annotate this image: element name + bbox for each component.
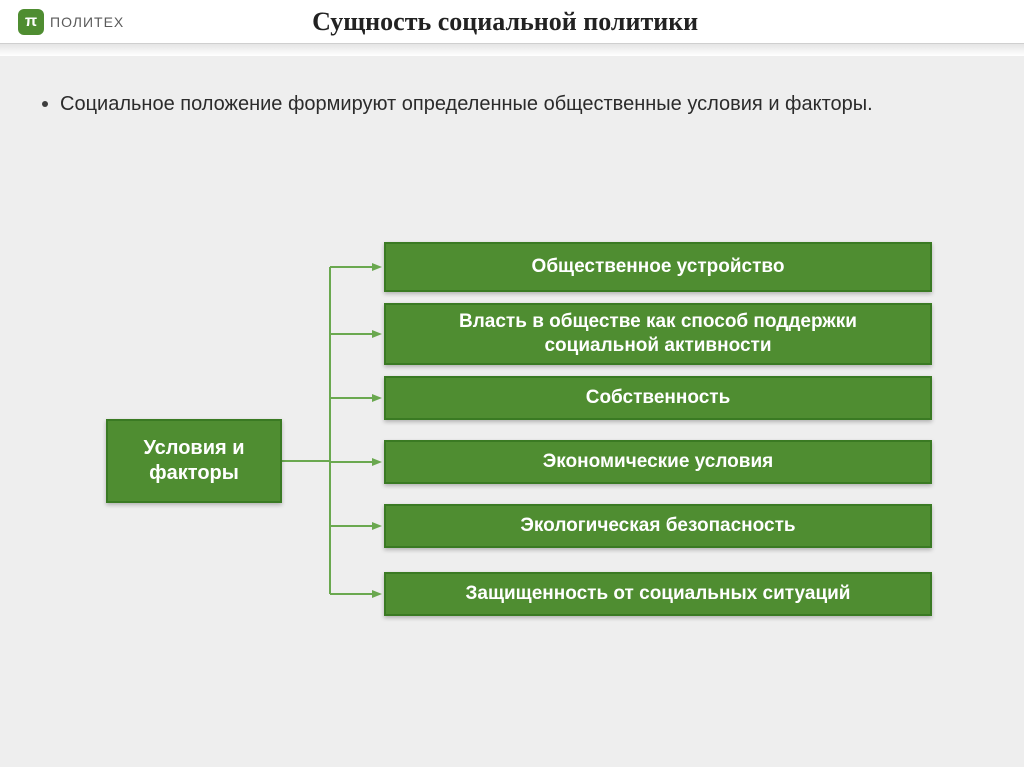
- bullet-text: Социальное положение формируют определен…: [60, 92, 873, 118]
- diagram: Условия и факторы Общественное устройство…: [0, 206, 1024, 726]
- bullet-dot-icon: [42, 101, 48, 107]
- diagram-source-box: Условия и факторы: [106, 419, 282, 503]
- page-title: Сущность социальной политики: [124, 7, 886, 37]
- logo-badge: π: [18, 9, 44, 35]
- logo-text: ПОЛИТЕХ: [50, 14, 124, 30]
- header-shadow: [0, 44, 1024, 56]
- content-area: Социальное положение формируют определен…: [0, 56, 1024, 767]
- diagram-target-box: Собственность: [384, 376, 932, 420]
- logo: π ПОЛИТЕХ: [18, 9, 124, 35]
- diagram-target-box: Экологическая безопасность: [384, 504, 932, 548]
- diagram-target-box: Экономические условия: [384, 440, 932, 484]
- bullet-item: Социальное положение формируют определен…: [42, 92, 982, 118]
- diagram-target-box: Власть в обществе как способ поддержки с…: [384, 303, 932, 365]
- header: π ПОЛИТЕХ Сущность социальной политики: [0, 0, 1024, 44]
- diagram-target-box: Защищенность от социальных ситуаций: [384, 572, 932, 616]
- diagram-target-box: Общественное устройство: [384, 242, 932, 292]
